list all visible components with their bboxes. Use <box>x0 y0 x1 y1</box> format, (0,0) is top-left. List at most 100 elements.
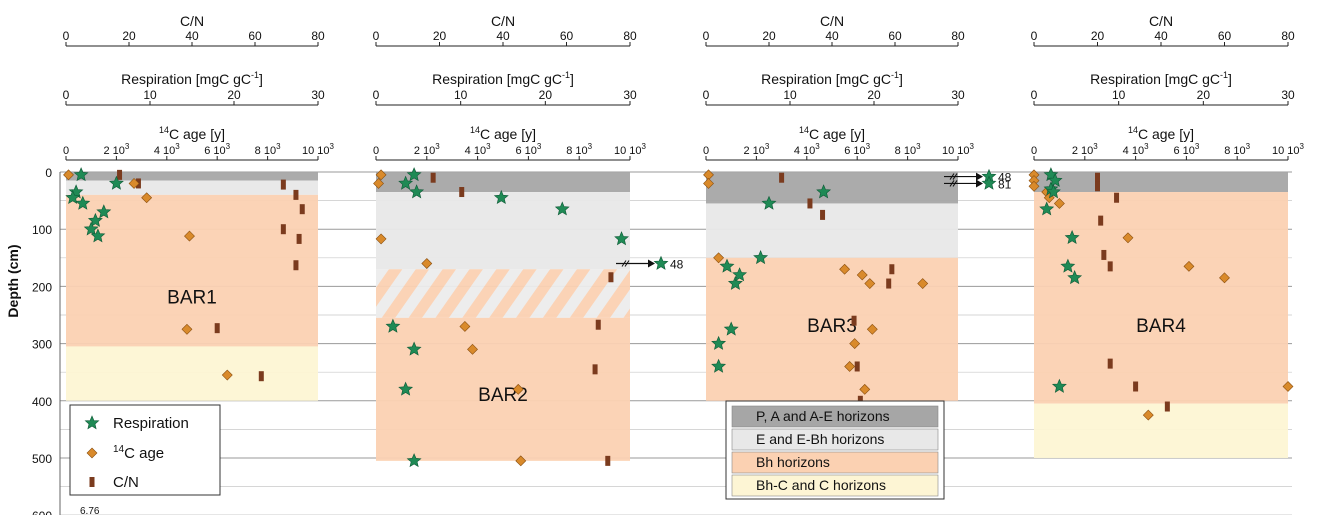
cn-marker <box>299 204 305 215</box>
age-tick-label: 0 <box>703 145 709 157</box>
legend-cn-item: C/N <box>89 474 139 491</box>
cn-tick-label: 40 <box>1154 29 1168 43</box>
age-label-sup: 14 <box>1128 125 1138 135</box>
axis-resp-0: 0 10 20 30 Respiration [mgC gC-1] <box>63 70 325 106</box>
resp-label-main: Respiration [mgC gC <box>761 71 891 87</box>
age-tick-value: 8 10 <box>255 145 276 157</box>
cn-marker <box>886 278 892 289</box>
resp-tick-label: 30 <box>623 88 637 102</box>
age-tick-exp: 3 <box>1144 142 1149 151</box>
resp-tick-label: 10 <box>454 88 468 102</box>
depth-tick-label: 300 <box>32 338 52 352</box>
age-marker <box>703 178 714 189</box>
age-tick-value: 10 10 <box>1272 145 1300 157</box>
cn-tick-label: 40 <box>496 29 510 43</box>
resp-tick-label: 0 <box>703 88 710 102</box>
age-tick-exp: 3 <box>916 142 921 151</box>
horizon-bands-bar2 <box>376 172 630 461</box>
cn-tick-label: 60 <box>888 29 902 43</box>
cn-tick-label: 80 <box>311 29 325 43</box>
legend-age-item: 14C age <box>86 444 164 462</box>
age-label-sup: 14 <box>159 125 169 135</box>
age-marker <box>375 233 387 245</box>
age-tick-label: 4 103 <box>154 142 180 157</box>
depth-tick-label: 500 <box>32 452 52 466</box>
resp-label-sup: -1 <box>1220 70 1228 80</box>
age-tick-label: 10 103 <box>302 142 335 157</box>
age-tick-value: 0 <box>1031 145 1037 157</box>
respiration-marker <box>96 204 112 219</box>
age-tick-exp: 3 <box>276 142 281 151</box>
cn-marker <box>1095 181 1100 192</box>
resp-tick-label: 30 <box>1281 88 1295 102</box>
age-tick-exp: 3 <box>125 142 130 151</box>
cn-marker <box>293 189 299 200</box>
profile-label: BAR3 <box>807 316 857 337</box>
cn-tick-label: 0 <box>63 29 70 43</box>
age-tick-label: 10 103 <box>1272 142 1305 157</box>
respiration-marker <box>493 189 509 205</box>
resp-label-main: Respiration [mgC gC <box>121 71 251 87</box>
age-tick-label: 4 103 <box>794 142 820 157</box>
respiration-marker <box>75 195 91 210</box>
respiration-marker <box>732 267 748 282</box>
axis-cn-3: 0 20 40 60 80 C/N <box>1031 13 1295 47</box>
age-tick-label: 10 103 <box>942 142 975 157</box>
age-marker <box>859 383 871 395</box>
age-tick-value: 8 10 <box>566 145 587 157</box>
age-label-main: C age [y] <box>809 126 865 142</box>
respiration-marker <box>723 321 739 336</box>
horizon-bands-bar3 <box>706 172 958 401</box>
age-marker <box>713 252 725 264</box>
age-axis-label: 14C age [y] <box>1128 125 1194 142</box>
cn-tick-label: 40 <box>185 29 199 43</box>
depth-tick-label: 600 <box>32 509 52 515</box>
respiration-axis-label: Respiration [mgC gC-1] <box>121 70 263 87</box>
legend-horizon-swatch-p <box>731 405 939 428</box>
age-tick-label: 8 103 <box>255 142 281 157</box>
horizon-p <box>66 172 318 181</box>
cn-marker <box>258 371 264 382</box>
age-marker <box>1219 272 1230 284</box>
age-marker <box>849 338 861 350</box>
age-marker <box>856 269 868 281</box>
age-tick-label: 2 103 <box>414 142 440 157</box>
age-marker <box>1122 232 1134 244</box>
age-marker <box>221 369 233 381</box>
offscale-value: 48 <box>670 258 684 272</box>
resp-label-sup: -1 <box>562 70 570 80</box>
age-marker <box>844 361 856 372</box>
depth-tick-label: 100 <box>32 223 52 237</box>
age-tick-value: 10 10 <box>302 145 330 157</box>
age-tick-exp: 3 <box>435 142 440 151</box>
respiration-marker <box>711 335 727 350</box>
age-tick-label: 6 103 <box>844 142 870 157</box>
legend-age-label: 14C age <box>113 444 164 462</box>
respiration-marker <box>90 228 106 243</box>
axis-break-mark <box>952 180 958 187</box>
respiration-marker <box>108 175 124 190</box>
cn-tick-label: 40 <box>825 29 839 43</box>
age-tick-exp: 3 <box>1300 142 1305 151</box>
legend-cn-icon <box>89 477 95 487</box>
age-label-sup: 14 <box>799 125 809 135</box>
age-marker <box>63 169 74 181</box>
age-marker <box>421 258 433 269</box>
horizon-bh <box>376 317 630 461</box>
cn-marker <box>851 315 857 326</box>
horizon-legend: P, A and A-E horizons E and E-Bh horizons… <box>725 400 945 500</box>
resp-label-main: Respiration [mgC gC <box>1090 71 1220 87</box>
respiration-marker <box>406 167 422 182</box>
cn-tick-label: 80 <box>623 29 637 43</box>
horizon-e-bh <box>376 269 630 318</box>
resp-tick-label: 20 <box>227 88 241 102</box>
legend-age-icon <box>86 447 98 459</box>
cn-tick-label: 0 <box>1031 29 1038 43</box>
age-tick-exp: 3 <box>226 142 231 151</box>
respiration-offscale-marker <box>981 175 997 190</box>
